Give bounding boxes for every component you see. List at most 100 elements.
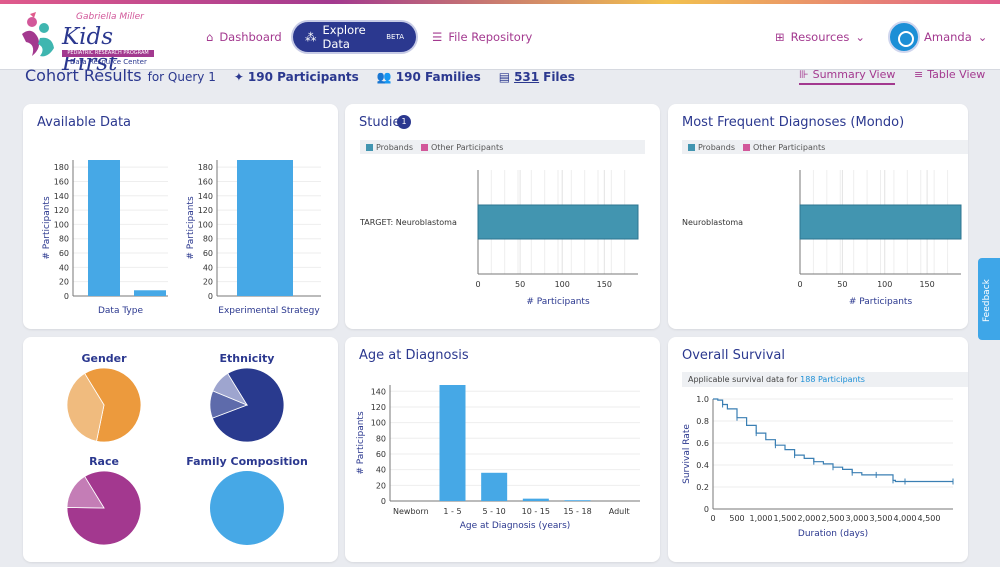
tab-summary-view[interactable]: ⊪ Summary View <box>799 68 896 85</box>
avatar[interactable] <box>888 21 920 53</box>
page-title: Cohort Results <box>25 66 142 85</box>
y-tick-label: 80 <box>203 235 213 244</box>
x-tick-label: 15 - 18 <box>563 507 591 516</box>
x-tick-label: 5 - 10 <box>483 507 506 516</box>
kids-first-logo[interactable]: Gabriella Miller Kids First PEDIATRIC RE… <box>18 10 158 76</box>
x-axis-label: Experimental Strategy <box>218 306 320 316</box>
y-tick-label: 120 <box>371 403 386 412</box>
pie-title: Race <box>89 455 119 468</box>
studies-card: Studies 1 Probands Other Participants 0 5… <box>345 104 660 329</box>
y-tick-label: 40 <box>203 263 213 272</box>
logo-script-text: Gabriella Miller <box>76 12 144 22</box>
x-axis-label: # Participants <box>526 297 590 307</box>
y-tick-label: 100 <box>54 220 69 229</box>
studies-count-badge: 1 <box>397 115 411 129</box>
feedback-button[interactable]: Feedback <box>978 258 1000 340</box>
demographics-pies: Gender Ethnicity Race Family Composition <box>66 352 308 546</box>
y-tick-label: 80 <box>59 235 69 244</box>
y-tick-label: 40 <box>59 263 69 272</box>
legend-other[interactable]: Other Participants <box>743 143 825 152</box>
nav-resources[interactable]: ⊞ Resources ⌄ <box>775 22 865 52</box>
diagnoses-legend: Probands Other Participants <box>682 140 968 154</box>
files-count[interactable]: ▤ 531 Files <box>499 70 575 84</box>
category-label: Neuroblastoma <box>682 218 743 227</box>
chevron-down-icon: ⌄ <box>855 30 866 44</box>
studies-legend: Probands Other Participants <box>360 140 645 154</box>
y-tick-label: 20 <box>376 481 386 490</box>
nav-user-menu[interactable]: Amanda ⌄ <box>924 22 987 52</box>
bar <box>564 500 591 501</box>
x-tick-label: 2,500 <box>822 514 845 523</box>
bar <box>88 160 120 296</box>
top-accent-bar <box>0 0 1000 4</box>
file-icon: ▤ <box>498 70 511 84</box>
legend-probands[interactable]: Probands <box>366 143 413 152</box>
cohort-summary-bar: Cohort Results for Query 1 ✦ 190 Particip… <box>25 66 575 88</box>
x-tick-label: 10 - 15 <box>522 507 550 516</box>
bar <box>481 472 508 501</box>
legend-other[interactable]: Other Participants <box>421 143 503 152</box>
tab-table-label: Table View <box>927 68 986 81</box>
database-icon: ☰ <box>432 30 443 44</box>
pie-slice <box>211 367 285 443</box>
pie-slice <box>66 470 142 546</box>
x-tick-label: 4,000 <box>894 514 917 523</box>
y-tick-label: 100 <box>371 419 386 428</box>
chevron-down-icon: ⌄ <box>977 30 988 44</box>
y-tick-label: 0.6 <box>696 439 709 448</box>
pie-slice <box>66 372 105 442</box>
bar-probands <box>799 204 962 240</box>
x-tick-label: 2,000 <box>798 514 821 523</box>
bar <box>237 160 293 296</box>
card-title: Most Frequent Diagnoses (Mondo) <box>682 115 905 130</box>
x-tick-label: Adult <box>609 507 630 516</box>
survival-chart: 0 0.2 0.4 0.6 0.8 1.0 0 500 1,000 1,500 2,000 2,500… <box>682 395 954 539</box>
x-tick-label: 0 <box>797 280 802 289</box>
nav-dashboard[interactable]: ⌂ Dashboard <box>206 22 282 52</box>
x-tick-label: 1 - 5 <box>443 507 461 516</box>
y-tick-label: 60 <box>203 249 213 258</box>
survival-participants-link[interactable]: 188 Participants <box>800 375 865 384</box>
y-tick-label: 140 <box>198 192 213 201</box>
tab-table-view[interactable]: ≡ Table View <box>914 68 985 81</box>
y-tick-label: 0 <box>704 505 709 514</box>
studies-chart: 0 50 100 150 TARGET: Neuroblastoma # Particip… <box>359 170 639 307</box>
bar <box>134 290 166 296</box>
bar <box>522 498 549 501</box>
x-axis-label: Age at Diagnosis (years) <box>460 521 571 531</box>
survival-note-text: Applicable survival data for <box>688 375 798 384</box>
y-tick-label: 120 <box>198 206 213 215</box>
x-tick-label: 1,500 <box>774 514 797 523</box>
x-tick-label: 150 <box>597 280 612 289</box>
y-tick-label: 140 <box>54 192 69 201</box>
x-axis-label: Data Type <box>98 306 143 316</box>
y-tick-label: 0 <box>64 292 69 301</box>
y-tick-label: 120 <box>54 206 69 215</box>
category-label: TARGET: Neuroblastoma <box>359 218 457 227</box>
y-tick-label: 20 <box>59 278 69 287</box>
nav-file-repository[interactable]: ☰ File Repository <box>432 22 532 52</box>
x-tick-label: 50 <box>837 280 847 289</box>
legend-probands[interactable]: Probands <box>688 143 735 152</box>
card-title: Available Data <box>37 115 132 130</box>
nav-explore-data[interactable]: ⁂ Explore Data BETA <box>293 22 416 52</box>
x-tick-label: 50 <box>515 280 525 289</box>
home-icon: ⌂ <box>206 30 214 44</box>
available-data-chart: 0 20 40 60 80 100 120 140 160 180 Data Type # Parti… <box>42 160 321 316</box>
x-tick-label: 500 <box>729 514 744 523</box>
card-title: Age at Diagnosis <box>359 348 469 363</box>
tab-summary-label: Summary View <box>812 68 896 81</box>
overall-survival-card: Overall Survival 0 0.2 0.4 0.6 0.8 1.0 0 500 1,0… <box>668 337 968 562</box>
y-axis-label: # Participants <box>186 196 196 260</box>
nav-user-label: Amanda <box>924 30 972 44</box>
x-tick-label: 0 <box>475 280 480 289</box>
files-count-link[interactable]: 531 <box>514 70 540 84</box>
logo-subtitle: Data Resource Center <box>70 58 147 66</box>
families-count[interactable]: 👥 190 Families <box>377 70 481 84</box>
pie-slice <box>66 475 105 509</box>
beta-badge: BETA <box>386 33 404 41</box>
pie-title: Family Composition <box>186 455 308 468</box>
diagnoses-card: Most Frequent Diagnoses (Mondo) Probands… <box>668 104 968 329</box>
y-tick-label: 60 <box>59 249 69 258</box>
participants-count[interactable]: ✦ 190 Participants <box>234 70 359 84</box>
